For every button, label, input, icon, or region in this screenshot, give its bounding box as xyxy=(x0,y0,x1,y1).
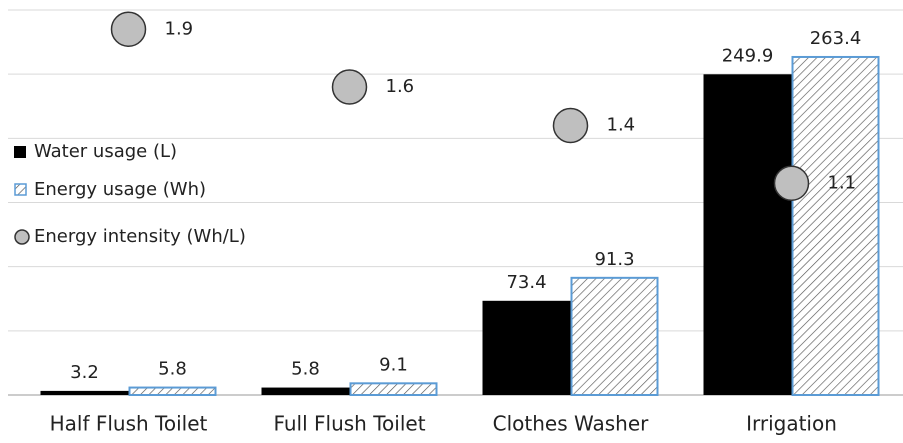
intensity-marker xyxy=(331,69,368,105)
data-label: 3.2 xyxy=(70,362,99,383)
legend-label: Water usage (L) xyxy=(34,141,177,162)
bar xyxy=(261,387,350,395)
intensity-marker xyxy=(110,11,147,47)
intensity-marker xyxy=(773,165,810,201)
bar xyxy=(40,390,129,395)
x-tick-label: Irrigation xyxy=(746,412,837,436)
legend-label: Energy intensity (Wh/L) xyxy=(34,226,246,247)
data-label: 5.8 xyxy=(158,359,187,380)
data-label: 1.1 xyxy=(828,172,857,193)
legend-swatch xyxy=(14,183,27,196)
data-label: 73.4 xyxy=(506,272,546,293)
data-label: 1.4 xyxy=(607,115,636,136)
x-tick-label: Clothes Washer xyxy=(493,412,650,436)
legend-label: Energy usage (Wh) xyxy=(34,179,206,200)
bar xyxy=(791,55,880,396)
data-label: 263.4 xyxy=(810,28,862,49)
data-label: 91.3 xyxy=(594,249,634,270)
bar xyxy=(703,74,792,396)
data-label: 5.8 xyxy=(291,359,320,380)
bar xyxy=(482,300,571,395)
bar xyxy=(349,382,438,396)
data-label: 9.1 xyxy=(379,354,408,375)
bar xyxy=(570,276,659,396)
data-label: 249.9 xyxy=(722,45,774,66)
data-label: 1.6 xyxy=(386,76,415,97)
data-label: 1.9 xyxy=(165,18,194,39)
legend-swatch xyxy=(14,229,30,245)
x-tick-label: Half Flush Toilet xyxy=(50,412,208,436)
intensity-marker xyxy=(552,107,589,144)
legend-swatch xyxy=(14,146,26,158)
bar xyxy=(128,386,217,397)
x-tick-label: Full Flush Toilet xyxy=(273,412,425,436)
